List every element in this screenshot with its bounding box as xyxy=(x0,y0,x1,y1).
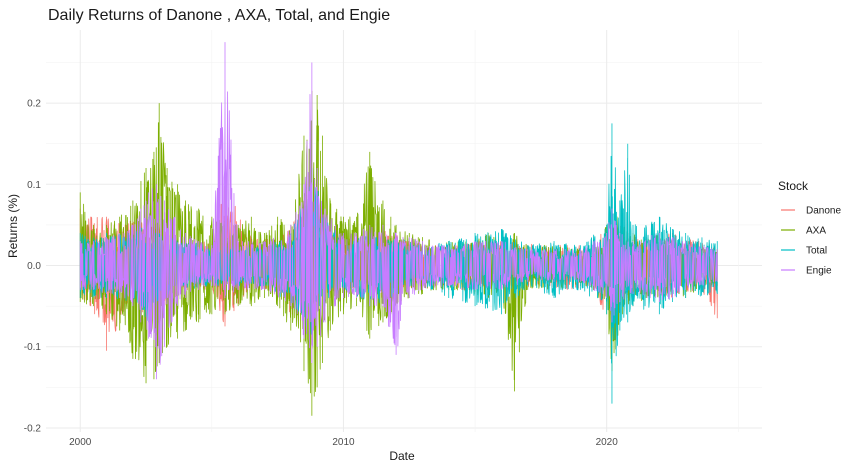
legend-item-engie: Engie xyxy=(781,266,832,277)
x-axis-ticks: 2000 2010 2020 xyxy=(69,437,618,448)
series-line-engie xyxy=(79,42,718,380)
x-axis-title: Date xyxy=(389,449,415,463)
y-tick-label: -0.1 xyxy=(24,342,42,353)
legend-title: Stock xyxy=(778,179,809,193)
y-axis-title: Returns (%) xyxy=(6,194,20,258)
y-axis-ticks: -0.2 -0.1 0.0 0.1 0.2 xyxy=(24,99,42,435)
series-lines xyxy=(79,42,718,416)
legend-item-danone: Danone xyxy=(781,206,841,217)
legend-item-total: Total xyxy=(781,246,827,257)
legend-label: Engie xyxy=(806,266,832,277)
legend: Stock Danone AXA Total Engie xyxy=(778,179,841,277)
y-tick-label: -0.2 xyxy=(24,423,42,434)
legend-label: AXA xyxy=(806,226,826,237)
legend-label: Danone xyxy=(806,206,841,217)
x-tick-label: 2010 xyxy=(332,437,355,448)
chart-title: Daily Returns of Danone , AXA, Total, an… xyxy=(48,7,390,24)
legend-item-axa: AXA xyxy=(781,226,826,237)
legend-items: Danone AXA Total Engie xyxy=(781,206,841,277)
y-tick-label: 0.2 xyxy=(27,99,41,110)
y-tick-label: 0.0 xyxy=(27,261,41,272)
x-tick-label: 2020 xyxy=(596,437,619,448)
legend-label: Total xyxy=(806,246,827,257)
y-tick-label: 0.1 xyxy=(27,180,41,191)
x-tick-label: 2000 xyxy=(69,437,92,448)
